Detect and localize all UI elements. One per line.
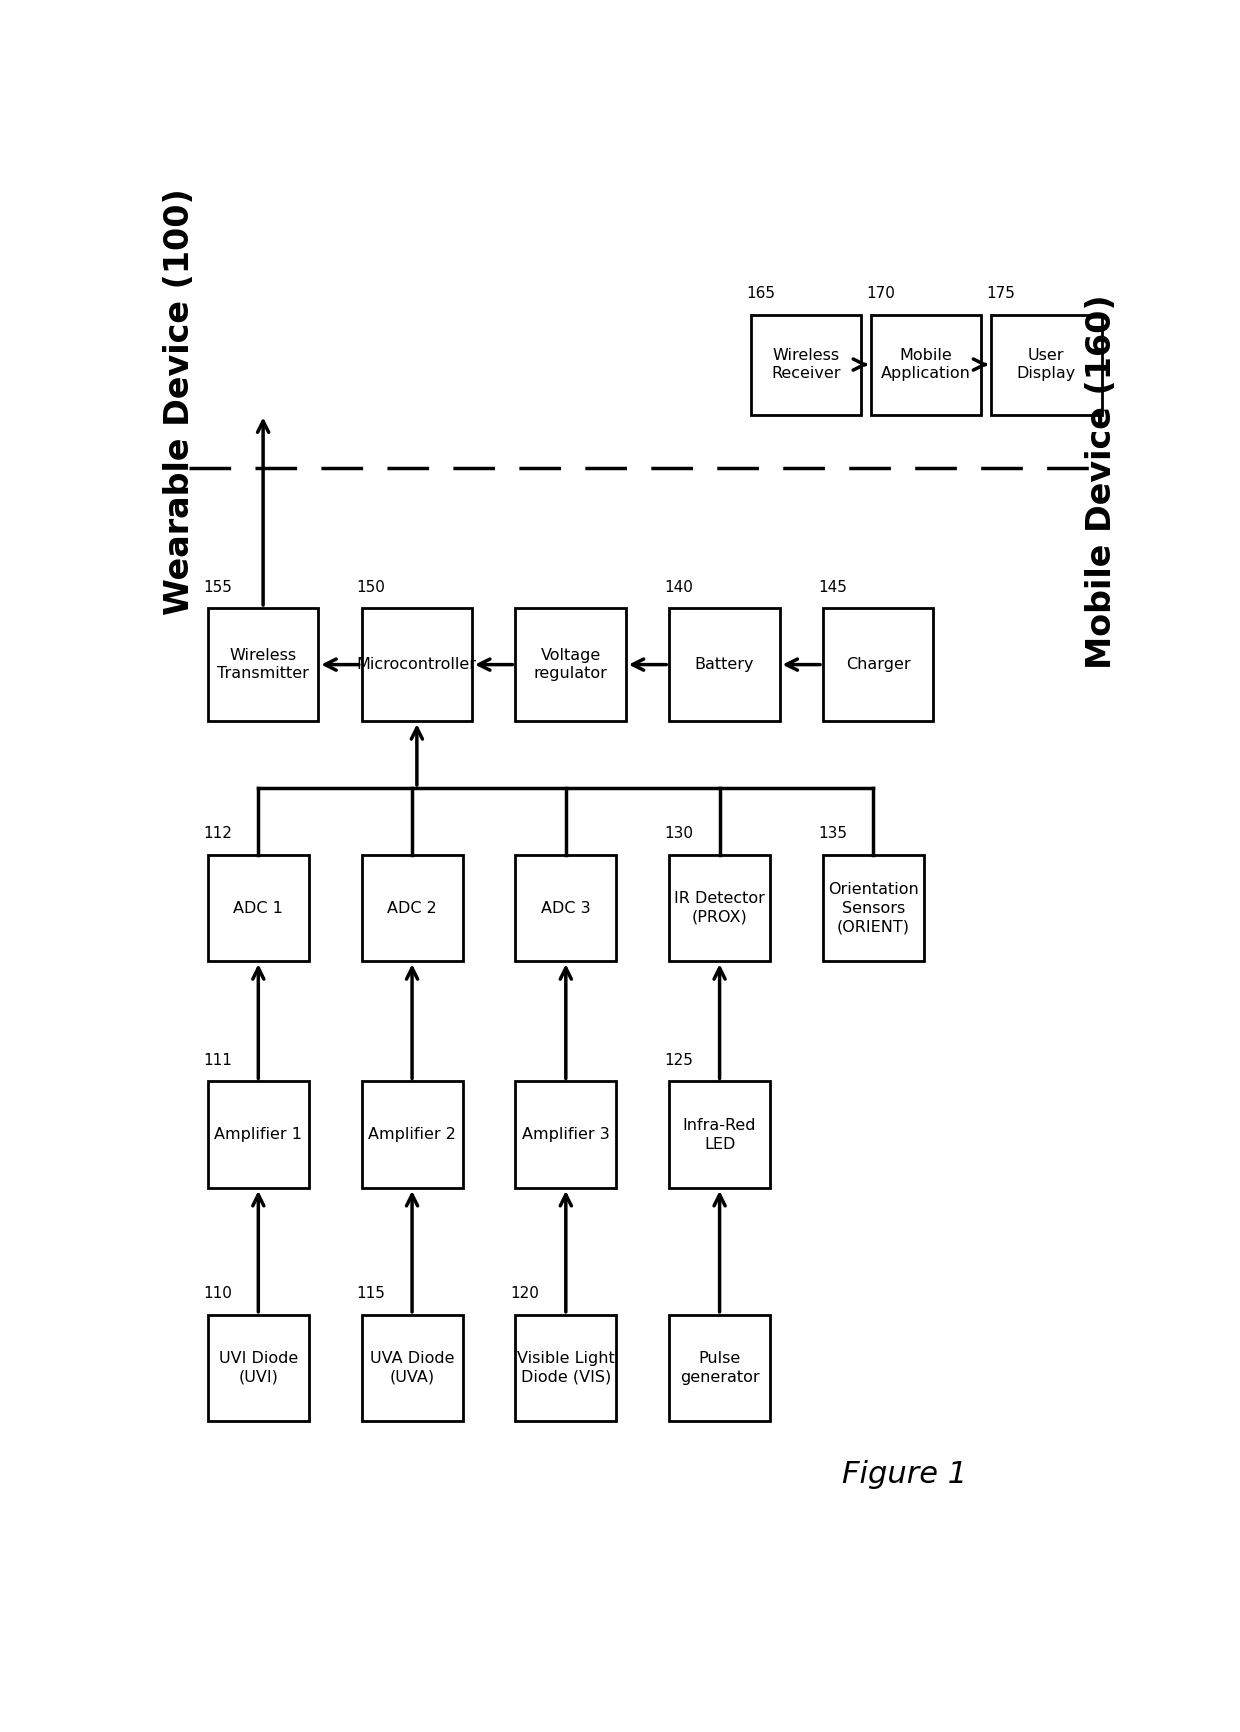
Text: UVA Diode
(UVA): UVA Diode (UVA) — [370, 1351, 454, 1386]
Text: Orientation
Sensors
(ORIENT): Orientation Sensors (ORIENT) — [828, 882, 919, 934]
Text: 170: 170 — [866, 286, 895, 301]
Text: Wearable Device (100): Wearable Device (100) — [162, 187, 196, 615]
FancyBboxPatch shape — [516, 1315, 616, 1422]
FancyBboxPatch shape — [208, 608, 319, 721]
FancyBboxPatch shape — [362, 854, 463, 961]
Text: 175: 175 — [986, 286, 1016, 301]
Text: 120: 120 — [511, 1287, 539, 1301]
FancyBboxPatch shape — [670, 1081, 770, 1188]
FancyBboxPatch shape — [751, 315, 862, 414]
Text: 130: 130 — [665, 826, 693, 842]
FancyBboxPatch shape — [208, 1315, 309, 1422]
Text: 145: 145 — [818, 580, 847, 594]
Text: 150: 150 — [357, 580, 386, 594]
Text: Mobile
Application: Mobile Application — [882, 348, 971, 381]
Text: Infra-Red
LED: Infra-Red LED — [683, 1117, 756, 1152]
Text: Figure 1: Figure 1 — [842, 1460, 967, 1490]
Text: User
Display: User Display — [1017, 348, 1076, 381]
Text: 112: 112 — [203, 826, 232, 842]
FancyBboxPatch shape — [670, 608, 780, 721]
Text: UVI Diode
(UVI): UVI Diode (UVI) — [218, 1351, 298, 1386]
Text: Amplifier 2: Amplifier 2 — [368, 1128, 456, 1141]
Text: 155: 155 — [203, 580, 232, 594]
FancyBboxPatch shape — [670, 854, 770, 961]
Text: Amplifier 3: Amplifier 3 — [522, 1128, 610, 1141]
Text: 140: 140 — [665, 580, 693, 594]
Text: Battery: Battery — [694, 656, 754, 672]
Text: 115: 115 — [357, 1287, 386, 1301]
Text: Wireless
Transmitter: Wireless Transmitter — [217, 648, 309, 681]
FancyBboxPatch shape — [991, 315, 1101, 414]
FancyBboxPatch shape — [516, 1081, 616, 1188]
FancyBboxPatch shape — [823, 608, 934, 721]
FancyBboxPatch shape — [362, 608, 472, 721]
Text: Mobile Device (160): Mobile Device (160) — [1085, 294, 1118, 669]
FancyBboxPatch shape — [870, 315, 982, 414]
Text: Voltage
regulator: Voltage regulator — [533, 648, 608, 681]
FancyBboxPatch shape — [362, 1315, 463, 1422]
Text: Pulse
generator: Pulse generator — [680, 1351, 759, 1386]
Text: ADC 1: ADC 1 — [233, 901, 283, 916]
FancyBboxPatch shape — [670, 1315, 770, 1422]
FancyBboxPatch shape — [823, 854, 924, 961]
Text: 125: 125 — [665, 1053, 693, 1069]
Text: Charger: Charger — [846, 656, 910, 672]
FancyBboxPatch shape — [516, 854, 616, 961]
FancyBboxPatch shape — [362, 1081, 463, 1188]
Text: Microcontroller: Microcontroller — [357, 656, 477, 672]
FancyBboxPatch shape — [208, 1081, 309, 1188]
FancyBboxPatch shape — [208, 854, 309, 961]
Text: 165: 165 — [746, 286, 775, 301]
Text: ADC 3: ADC 3 — [541, 901, 590, 916]
Text: 110: 110 — [203, 1287, 232, 1301]
Text: Wireless
Receiver: Wireless Receiver — [771, 348, 841, 381]
Text: 111: 111 — [203, 1053, 232, 1069]
Text: 135: 135 — [818, 826, 847, 842]
Text: Visible Light
Diode (VIS): Visible Light Diode (VIS) — [517, 1351, 615, 1386]
Text: ADC 2: ADC 2 — [387, 901, 436, 916]
FancyBboxPatch shape — [516, 608, 626, 721]
Text: Amplifier 1: Amplifier 1 — [215, 1128, 303, 1141]
Text: IR Detector
(PROX): IR Detector (PROX) — [675, 892, 765, 925]
